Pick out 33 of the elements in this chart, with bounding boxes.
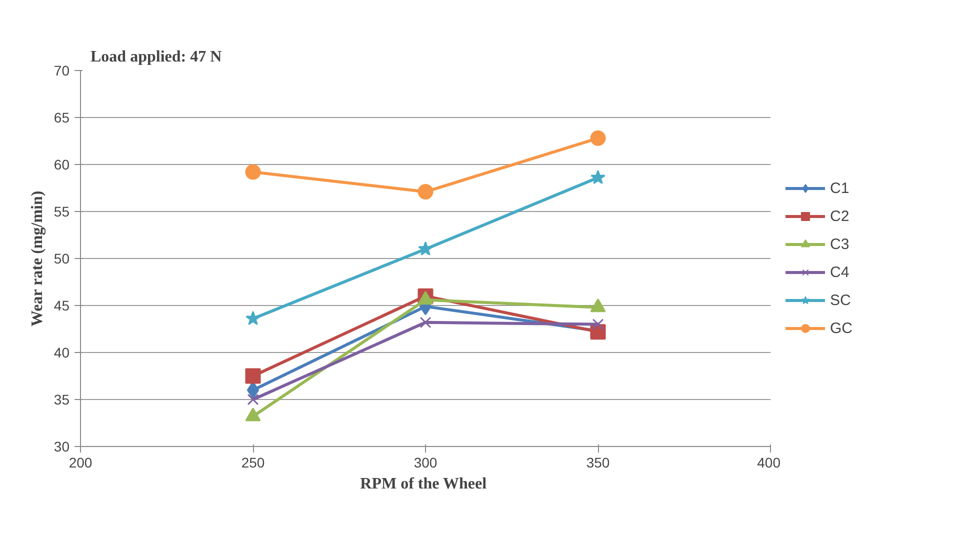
x-tick-label: 200: [68, 454, 92, 470]
x-tick-label: 400: [757, 454, 781, 470]
point: [592, 318, 604, 330]
y-tick-label: 50: [54, 250, 70, 266]
x-axis-title: RPM of the Wheel: [360, 476, 488, 492]
point: [590, 130, 606, 146]
point: [420, 316, 432, 328]
point: [246, 310, 260, 326]
point: [245, 368, 261, 384]
y-axis-title: Wear rate (mg/min): [28, 190, 46, 326]
point: [590, 170, 606, 184]
y-tick-label: 45: [54, 298, 70, 314]
y-tick-label: 30: [54, 438, 70, 454]
point: [418, 184, 434, 200]
legend-label: SC: [830, 292, 851, 308]
y-tick-label: 65: [54, 110, 70, 126]
point: [245, 164, 261, 180]
legend-label: C2: [830, 208, 850, 224]
point: [247, 394, 259, 406]
legend-label: C1: [830, 180, 850, 196]
y-tick-label: 35: [54, 392, 70, 408]
legend-label: C4: [830, 264, 850, 280]
legend-label: C3: [830, 236, 850, 252]
legend-label: GC: [830, 320, 852, 336]
point: [418, 241, 433, 256]
y-tick-label: 40: [54, 344, 70, 360]
x-tick-label: 350: [586, 454, 610, 470]
y-tick-label: 60: [54, 156, 70, 172]
x-tick-label: 300: [414, 454, 438, 470]
text: Load applied: 47 N: [90, 48, 222, 66]
y-tick-label: 55: [54, 204, 70, 220]
y-tick-label: 70: [54, 62, 70, 78]
x-tick-label: 250: [241, 454, 265, 470]
